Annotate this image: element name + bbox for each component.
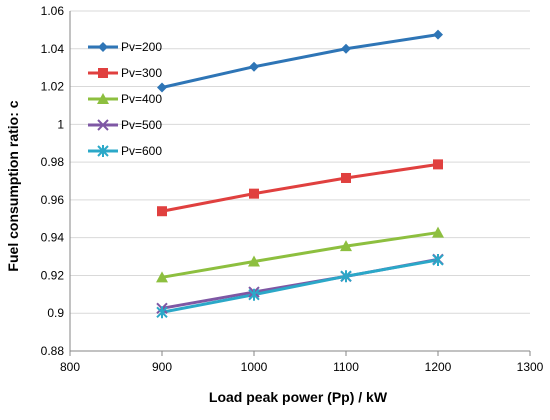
gridlines xyxy=(70,10,530,314)
series-line xyxy=(161,162,439,213)
y-tick-label: 1.02 xyxy=(41,80,65,94)
series-line xyxy=(161,33,439,89)
x-tick-label: 800 xyxy=(60,360,80,374)
y-tick-label: 0.98 xyxy=(41,155,65,169)
data-point xyxy=(340,270,352,283)
x-tick-label: 1100 xyxy=(333,360,359,374)
y-axis-title: Fuel consumption ratio: c xyxy=(5,100,21,271)
data-point xyxy=(432,253,444,266)
legend-swatch-marker xyxy=(97,93,109,104)
axes: 0.88 0.9 0.92 0.94 0.96 0.98 1 1.02 1.04 1.06 800 9… xyxy=(41,4,544,374)
series-line xyxy=(161,231,439,279)
x-tick-label: 900 xyxy=(152,360,172,374)
legend-swatch-marker xyxy=(97,145,109,157)
legend: Pv=200 Pv=300 Pv=400 Pv=500 Pv=600 xyxy=(88,40,162,158)
y-tick-label: 0.94 xyxy=(41,231,65,245)
data-point xyxy=(249,61,259,72)
legend-label: Pv=400 xyxy=(121,92,162,106)
data-point xyxy=(341,43,351,54)
data-point xyxy=(433,29,443,40)
legend-swatch-marker xyxy=(97,119,109,131)
y-tick-label: 0.92 xyxy=(41,268,65,282)
legend-swatch-marker xyxy=(98,68,108,78)
data-point xyxy=(432,226,444,238)
data-point xyxy=(156,306,168,319)
y-tick-label: 1.04 xyxy=(41,42,65,56)
x-tick-label: 1300 xyxy=(517,360,544,374)
series-lines xyxy=(161,33,439,314)
legend-label: Pv=500 xyxy=(121,118,162,132)
legend-label: Pv=300 xyxy=(121,66,162,80)
data-point xyxy=(341,172,351,183)
data-point xyxy=(340,240,352,252)
series-markers xyxy=(156,29,444,319)
legend-label: Pv=200 xyxy=(121,40,162,54)
data-point xyxy=(249,188,259,199)
y-tick-label: 0.9 xyxy=(47,306,64,320)
data-point xyxy=(157,206,167,217)
data-point xyxy=(433,159,443,170)
data-point xyxy=(156,271,168,283)
y-tick-label: 0.96 xyxy=(41,193,65,207)
y-tick-label: 1.06 xyxy=(41,4,65,18)
x-axis-title: Load peak power (Pp) / kW xyxy=(209,389,388,405)
y-tick-label: 0.88 xyxy=(41,344,65,358)
data-point xyxy=(248,255,260,267)
legend-label: Pv=600 xyxy=(121,144,162,158)
x-tick-label: 1000 xyxy=(241,360,268,374)
data-point xyxy=(248,288,260,301)
data-point xyxy=(157,82,167,93)
y-tick-label: 1 xyxy=(57,117,64,131)
series-line xyxy=(161,258,439,314)
x-tick-label: 1200 xyxy=(425,360,452,374)
legend-swatch-marker xyxy=(98,42,108,52)
